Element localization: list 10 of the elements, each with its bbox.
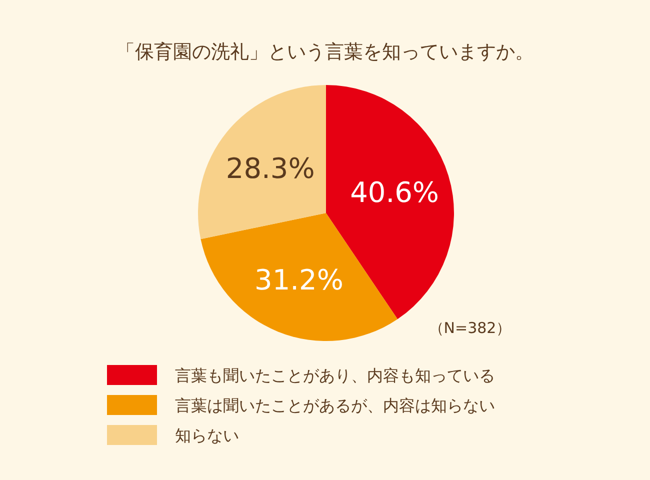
chart-title: 「保育園の洗礼」という言葉を知っていますか。 bbox=[116, 41, 534, 63]
text: （N=382） bbox=[428, 319, 512, 337]
data-label: 40.6% bbox=[350, 176, 440, 210]
pie-slice bbox=[200, 213, 398, 341]
data-label: 31.2% bbox=[254, 263, 344, 296]
pie-slice bbox=[198, 85, 326, 240]
legend-label: 知らない bbox=[175, 426, 239, 445]
legend-label: 言葉も聞いたことがあり、内容も知っている bbox=[175, 366, 495, 385]
data-label: 28.3% bbox=[226, 152, 315, 185]
legend-label: 言葉は聞いたことがあるが、内容は知らない bbox=[175, 396, 495, 415]
